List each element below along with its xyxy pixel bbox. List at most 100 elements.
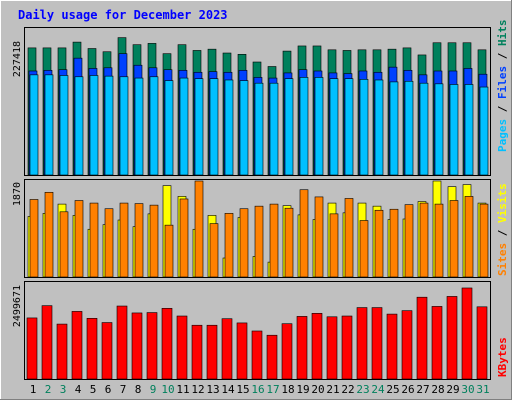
kbytes-bar-day-11	[176, 315, 188, 380]
pages-bar-day-18	[284, 78, 294, 176]
day-label-20: 20	[311, 383, 324, 396]
pages-bar-day-22	[344, 78, 354, 176]
sites-bar-day-28	[434, 203, 444, 278]
day-label-27: 27	[416, 383, 429, 396]
pages-bar-day-4	[74, 76, 84, 176]
kbytes-bar-day-28	[431, 306, 443, 380]
kbytes-bar-day-29	[446, 296, 458, 380]
visits-legend: Sites / Visits	[496, 183, 509, 276]
sites-bar-day-13	[209, 223, 219, 278]
pages-bar-day-12	[194, 78, 204, 176]
day-label-26: 26	[401, 383, 414, 396]
sites-bar-day-30	[464, 196, 474, 278]
legend-sep-1: /	[496, 99, 509, 119]
day-label-24: 24	[371, 383, 385, 396]
kbytes-bar-day-23	[356, 307, 368, 380]
day-label-17: 17	[266, 383, 279, 396]
sites-bar-day-4	[74, 200, 84, 278]
kbytes-bar-day-26	[401, 310, 413, 380]
day-label-18: 18	[281, 383, 294, 396]
kbytes-bar-day-14	[221, 318, 233, 380]
kbytes-bar-day-9	[146, 312, 158, 380]
day-label-30: 30	[461, 383, 474, 396]
legend-visits: Visits	[496, 183, 509, 223]
sites-bar-day-29	[449, 200, 459, 278]
sites-bar-day-3	[59, 211, 69, 278]
pages-bar-day-30	[464, 84, 474, 176]
kbytes-bar-day-21	[326, 316, 338, 380]
pages-bar-day-8	[134, 77, 144, 176]
sites-bar-day-5	[89, 202, 99, 278]
kbytes-ytick-max: 2499671	[12, 285, 23, 327]
kbytes-bar-day-27	[416, 296, 428, 380]
kbytes-bar-day-31	[476, 306, 488, 380]
day-label-21: 21	[326, 383, 339, 396]
visits-ytick-max: 1870	[12, 182, 23, 206]
day-label-1: 1	[30, 383, 37, 396]
sites-bar-day-27	[419, 202, 429, 278]
day-label-10: 10	[161, 383, 174, 396]
kbytes-panel	[24, 281, 491, 380]
pages-bar-day-5	[89, 75, 99, 176]
kbytes-bar-day-3	[56, 323, 68, 380]
kbytes-bar-day-16	[251, 330, 263, 380]
sites-bar-day-21	[329, 213, 339, 278]
kbytes-bar-day-19	[296, 316, 308, 380]
kbytes-bar-day-18	[281, 323, 293, 380]
sites-bar-day-23	[359, 220, 369, 278]
sites-bar-day-2	[44, 191, 54, 278]
legend-pages: Pages	[496, 119, 509, 152]
kbytes-bar-day-2	[41, 305, 53, 380]
pages-bar-day-7	[119, 76, 129, 176]
day-label-16: 16	[251, 383, 264, 396]
pages-bar-day-26	[404, 80, 414, 176]
kbytes-bar-day-22	[341, 315, 353, 380]
day-label-23: 23	[356, 383, 369, 396]
hits-legend: Pages / Files / Hits	[496, 20, 509, 153]
sites-bar-day-22	[344, 198, 354, 278]
kbytes-bar-day-15	[236, 322, 248, 380]
kbytes-bar-day-7	[116, 305, 128, 380]
chart-title: Daily usage for December 2023	[18, 8, 228, 22]
kbytes-legend: KBytes	[496, 337, 509, 377]
pages-bar-day-1	[29, 74, 39, 176]
kbytes-bar-day-8	[131, 312, 143, 380]
kbytes-bar-day-4	[71, 311, 83, 380]
sites-bar-day-7	[119, 202, 129, 278]
day-label-22: 22	[341, 383, 354, 396]
pages-bar-day-14	[224, 79, 234, 176]
sites-bar-day-6	[104, 208, 114, 278]
day-label-14: 14	[221, 383, 235, 396]
hits-ytick-max: 227418	[12, 41, 23, 77]
day-label-29: 29	[446, 383, 459, 396]
legend-sep-2: /	[496, 46, 509, 66]
day-label-6: 6	[105, 383, 112, 396]
day-label-7: 7	[120, 383, 127, 396]
kbytes-bars	[26, 287, 488, 380]
pages-bar-day-20	[314, 77, 324, 176]
kbytes-bar-day-20	[311, 313, 323, 380]
day-label-31: 31	[476, 383, 489, 396]
pages-bar-day-2	[44, 74, 54, 176]
sites-bar-day-15	[239, 208, 249, 278]
pages-bar-day-15	[239, 80, 249, 176]
day-label-9: 9	[150, 383, 157, 396]
sites-bar-day-12	[194, 180, 204, 278]
sites-bar-day-24	[374, 209, 384, 278]
kbytes-bar-day-5	[86, 318, 98, 380]
pages-bar-day-23	[359, 79, 369, 176]
pages-bar-day-13	[209, 78, 219, 176]
sites-bar-day-18	[284, 207, 294, 278]
day-label-25: 25	[386, 383, 399, 396]
kbytes-bar-day-24	[371, 307, 383, 380]
sites-bar-day-17	[269, 203, 279, 278]
hits-panel	[24, 27, 491, 176]
legend-hits: Hits	[496, 20, 509, 47]
day-label-5: 5	[90, 383, 97, 396]
pages-bar-day-29	[449, 84, 459, 176]
day-axis-labels: 1 2 3 4 5 6 7 8 9 10 11 12 13 14 15 16 17 18 19 20 21 22 23 24 2…	[30, 383, 490, 396]
pages-bar-day-28	[434, 83, 444, 176]
kbytes-bar-day-17	[266, 334, 278, 380]
sites-bar-day-31	[479, 203, 489, 278]
